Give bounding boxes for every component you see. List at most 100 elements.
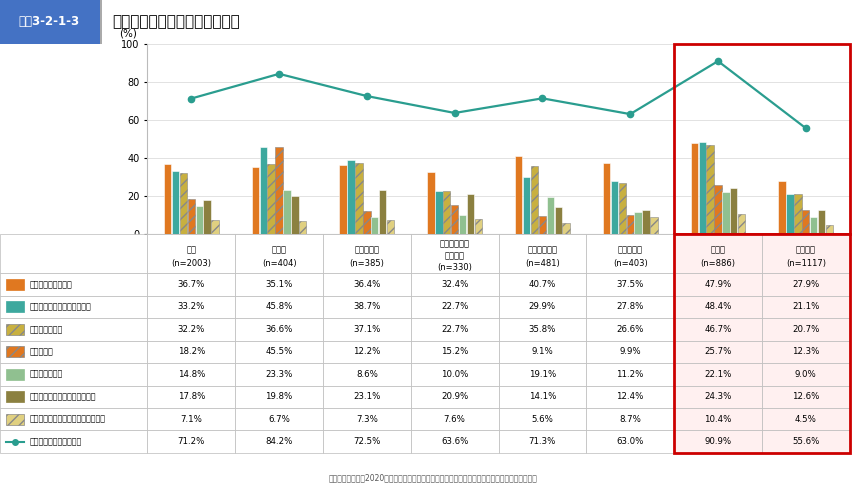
Bar [451,205,459,234]
Text: いずれかを利用している: いずれかを利用している [29,437,81,446]
Bar [291,196,298,234]
Text: 8.7%: 8.7% [619,415,641,424]
Text: 物流・在庫管理: 物流・在庫管理 [29,370,62,379]
Bar [825,225,833,234]
Text: 32.2%: 32.2% [178,325,205,334]
Bar [762,296,850,318]
Bar [642,210,649,234]
Bar [675,408,762,431]
Bar [6,346,23,357]
Bar [499,408,586,431]
Text: 9.1%: 9.1% [531,347,553,356]
Text: (n=2003): (n=2003) [172,259,212,268]
Text: 25.7%: 25.7% [704,347,732,356]
Bar [818,210,825,234]
Text: (n=404): (n=404) [262,259,297,268]
Bar [411,296,499,318]
Text: (%): (%) [120,28,137,38]
Text: 15.2%: 15.2% [441,347,468,356]
Text: 23.1%: 23.1% [353,392,381,401]
Text: 90.9%: 90.9% [704,437,732,446]
Text: 21.1%: 21.1% [792,302,819,311]
Bar [212,220,218,234]
Bar [443,190,450,234]
Bar [762,386,850,408]
Bar [323,408,411,431]
Text: 5.6%: 5.6% [531,415,553,424]
Bar [323,318,411,340]
Bar [411,431,499,453]
Bar [172,171,179,234]
Bar [251,167,259,234]
Text: 22.1%: 22.1% [704,370,732,379]
Text: インフラ: インフラ [445,251,465,260]
Bar [0,318,147,340]
Bar [794,194,801,234]
Bar [586,273,675,296]
Bar [603,163,610,234]
Bar [459,215,466,234]
Bar [196,206,203,234]
Text: 29.9%: 29.9% [529,302,556,311]
Bar [675,234,762,273]
Bar [235,296,323,318]
Bar [0,431,147,453]
Bar [323,273,411,296]
Bar [147,234,235,273]
Text: (n=330): (n=330) [437,263,472,272]
Bar [499,431,586,453]
Bar [371,217,378,234]
Bar [387,220,394,234]
Bar [499,363,586,386]
Text: 図表3-2-1-3: 図表3-2-1-3 [19,16,80,28]
Bar [355,163,362,234]
Text: 12.2%: 12.2% [353,347,381,356]
Bar [810,217,818,234]
Bar [563,223,570,234]
Text: 38.7%: 38.7% [353,302,381,311]
Bar [786,194,793,234]
Text: 製造業: 製造業 [271,245,287,254]
Bar [714,185,721,234]
Bar [675,318,762,340]
Bar [323,386,411,408]
Bar [531,166,538,234]
Bar [555,207,562,234]
Text: 33.2%: 33.2% [178,302,205,311]
Bar [323,296,411,318]
Bar [675,431,762,453]
Text: 71.2%: 71.2% [178,437,205,446]
Text: 35.1%: 35.1% [265,280,293,289]
Bar [635,212,642,234]
Bar [268,164,275,234]
Text: 情報通信業: 情報通信業 [355,245,380,254]
Bar [675,44,850,234]
Text: 経営企画・組織改革: 経営企画・組織改革 [29,280,72,289]
Text: 9.9%: 9.9% [619,347,641,356]
Text: 36.7%: 36.7% [178,280,205,289]
Bar [762,234,850,273]
Text: その他（基礎研究、リスク管理等）: その他（基礎研究、リスク管理等） [29,415,106,424]
Text: エネルギー・: エネルギー・ [440,239,470,248]
Bar [235,431,323,453]
Bar [586,296,675,318]
Bar [363,210,370,234]
Bar [538,217,546,234]
Bar [147,431,235,453]
Bar [323,340,411,363]
Text: 6.7%: 6.7% [268,415,290,424]
Bar [0,363,147,386]
Bar [707,145,714,234]
Text: 36.4%: 36.4% [353,280,381,289]
Bar [187,199,195,234]
Bar [0,340,147,363]
Text: (n=1117): (n=1117) [786,259,825,268]
Bar [379,190,387,234]
Bar [235,318,323,340]
Text: 中小企業: 中小企業 [796,245,816,254]
Bar [675,234,850,453]
Text: 9.0%: 9.0% [795,370,817,379]
Bar [802,210,810,234]
Bar [164,164,172,234]
Bar [235,340,323,363]
